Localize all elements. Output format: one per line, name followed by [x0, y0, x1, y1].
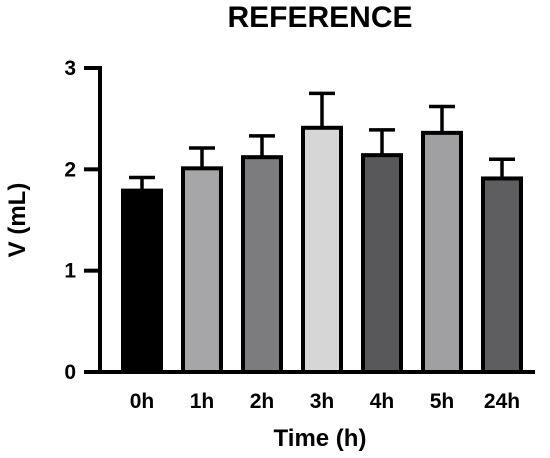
- y-tick-label: 2: [64, 158, 76, 181]
- y-tick-label: 0: [64, 361, 76, 384]
- x-tick-label: 2h: [250, 390, 275, 413]
- bar-3h: [301, 125, 343, 374]
- y-tick-label: 1: [64, 260, 76, 283]
- x-axis: 0h 1h 2h 3h 4h 5h 24h: [98, 370, 535, 413]
- x-tick-label: 24h: [484, 390, 520, 413]
- x-tick-label: 4h: [370, 390, 395, 413]
- x-tick-label: 1h: [190, 390, 215, 413]
- bar-2h: [241, 155, 283, 374]
- x-tick-label: 5h: [430, 390, 455, 413]
- bar-24h: [481, 176, 523, 374]
- bar-4h: [361, 153, 403, 374]
- y-axis: 0 1 2 3: [64, 57, 102, 384]
- x-axis-label: Time (h): [274, 425, 367, 452]
- bar-5h: [421, 130, 463, 374]
- x-tick-label: 0h: [130, 390, 155, 413]
- y-axis-label: V (mL): [4, 183, 31, 258]
- bars: [121, 91, 523, 374]
- chart-title: REFERENCE: [227, 1, 412, 34]
- y-tick-label: 3: [64, 57, 76, 80]
- bar-0h: [121, 188, 163, 374]
- bar-1h: [181, 166, 223, 374]
- x-tick-label: 3h: [310, 390, 335, 413]
